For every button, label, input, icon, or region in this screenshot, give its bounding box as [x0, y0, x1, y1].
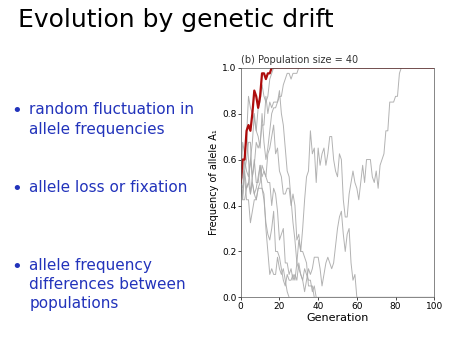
Text: •: •	[11, 258, 22, 275]
Y-axis label: Frequency of allele A₁: Frequency of allele A₁	[209, 130, 220, 235]
Text: allele loss or fixation: allele loss or fixation	[29, 180, 188, 195]
Text: Evolution by genetic drift: Evolution by genetic drift	[18, 8, 333, 32]
Text: allele frequency
differences between
populations: allele frequency differences between pop…	[29, 258, 186, 311]
Text: random fluctuation in
allele frequencies: random fluctuation in allele frequencies	[29, 102, 194, 137]
Text: (b) Population size = 40: (b) Population size = 40	[241, 55, 358, 66]
Text: •: •	[11, 180, 22, 198]
X-axis label: Generation: Generation	[306, 313, 369, 323]
Text: •: •	[11, 102, 22, 120]
